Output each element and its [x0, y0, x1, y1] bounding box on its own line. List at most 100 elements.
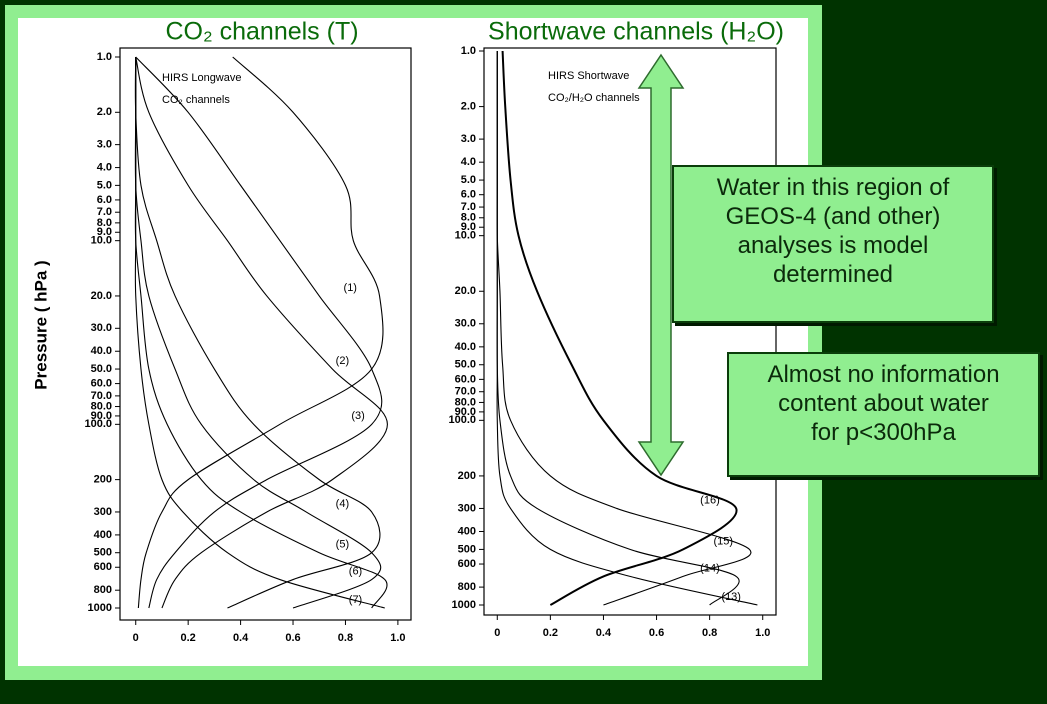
y-tick-label: 400: [458, 525, 476, 537]
y-tick-label: 20.0: [455, 285, 476, 297]
series-line: [501, 50, 738, 606]
series-label: (7): [349, 594, 362, 606]
x-tick-label: 1.0: [390, 632, 405, 644]
x-tick-label: 0.4: [596, 627, 612, 639]
y-tick-label: 70.0: [91, 390, 112, 402]
annotation: CO₂ channels: [162, 94, 230, 106]
series-label: (14): [700, 562, 720, 574]
y-tick-label: 6.0: [461, 189, 476, 201]
callout: Almost no information content about water…: [727, 352, 1040, 477]
y-tick-label: 80.0: [455, 396, 476, 408]
y-tick-label: 600: [458, 558, 476, 570]
y-tick-label: 40.0: [455, 341, 476, 353]
y-tick-label: 30.0: [455, 318, 476, 330]
y-tick-label: 70.0: [455, 386, 476, 398]
y-tick-label: 9.0: [97, 226, 112, 238]
x-tick-label: 0.2: [181, 632, 196, 644]
callout-line: GEOS-4 (and other): [725, 203, 941, 230]
x-tick-label: 0.6: [285, 632, 300, 644]
plot-frame: [483, 47, 777, 616]
y-tick-label: 3.0: [461, 133, 476, 145]
callout-line: determined: [772, 261, 894, 288]
y-tick-label: 30.0: [91, 322, 112, 334]
y-tick-label: 40.0: [91, 345, 112, 357]
y-tick-label: 100.0: [448, 414, 476, 426]
y-tick-label: 10.0: [455, 230, 476, 242]
y-tick-label: 4.0: [461, 156, 476, 168]
series-label: (16): [700, 494, 720, 506]
x-tick-label: 0.2: [543, 627, 558, 639]
callout-line: analyses is model: [737, 232, 929, 259]
series-line: [135, 56, 383, 609]
series-label: (1): [344, 282, 357, 294]
y-tick-label: 50.0: [91, 363, 112, 375]
x-tick-label: 0.8: [338, 632, 353, 644]
y-tick-label: 500: [94, 547, 112, 559]
annotation: HIRS Shortwave: [548, 70, 629, 82]
series-line: [137, 56, 384, 609]
arrow: [637, 53, 685, 477]
x-tick-label: 0: [133, 632, 139, 644]
x-tick-label: 0.8: [702, 627, 717, 639]
callout-line: Water in this region of: [716, 174, 950, 201]
series-line: [134, 57, 385, 609]
y-tick-label: 90.0: [91, 410, 112, 422]
callout-line: Almost no information: [767, 361, 1000, 388]
annotation: CO₂/H₂O channels: [548, 92, 640, 104]
y-tick-label: 10.0: [91, 235, 112, 247]
y-tick-label: 300: [94, 506, 112, 518]
y-tick-label: 2.0: [461, 100, 476, 112]
y-tick-label: 5.0: [97, 179, 112, 191]
y-tick-label: 200: [94, 474, 112, 486]
x-tick-label: 0: [494, 627, 500, 639]
x-tick-label: 0.6: [649, 627, 664, 639]
y-tick-label: 800: [94, 584, 112, 596]
y-tick-label: 300: [458, 502, 476, 514]
y-tick-label: 1.0: [461, 45, 476, 57]
y-tick-label: 1.0: [97, 51, 112, 63]
series-label: (2): [336, 355, 349, 367]
y-tick-label: 60.0: [91, 377, 112, 389]
x-tick-label: 1.0: [755, 627, 770, 639]
y-tick-label: 9.0: [461, 221, 476, 233]
y-tick-label: 100.0: [84, 418, 112, 430]
y-tick-label: 8.0: [97, 217, 112, 229]
callout: Water in this region of GEOS-4 (and other…: [672, 165, 994, 323]
y-tick-label: 80.0: [91, 400, 112, 412]
series-line: [134, 56, 381, 609]
chart-title: CO₂ channels (T): [165, 18, 358, 46]
x-tick-label: 0.4: [233, 632, 249, 644]
annotation: HIRS Longwave: [162, 72, 242, 84]
plot-frame: [119, 47, 412, 621]
callout-line: for p<300hPa: [811, 419, 956, 446]
y-tick-label: 2.0: [97, 106, 112, 118]
y-tick-label: 4.0: [97, 161, 112, 173]
y-tick-label: 1000: [452, 599, 476, 611]
callout-line: content about water: [778, 390, 989, 417]
series-label: (6): [349, 565, 362, 577]
series-label: (13): [721, 591, 741, 603]
y-tick-label: 5.0: [461, 174, 476, 186]
y-tick-label: 3.0: [97, 139, 112, 151]
y-tick-label: 7.0: [97, 206, 112, 218]
series-line: [496, 51, 758, 606]
y-tick-label: 20.0: [91, 290, 112, 302]
y-tick-label: 200: [458, 470, 476, 482]
y-tick-label: 7.0: [461, 201, 476, 213]
y-tick-label: 600: [94, 561, 112, 573]
y-tick-label: 8.0: [461, 212, 476, 224]
chart-title: Shortwave channels (H₂O): [488, 18, 784, 46]
series-line: [135, 56, 388, 609]
series-label: (3): [351, 410, 364, 422]
y-tick-label: 50.0: [455, 359, 476, 371]
y-tick-label: 800: [458, 581, 476, 593]
y-axis-label: Pressure ( hPa ): [31, 260, 50, 389]
panel: [18, 18, 808, 666]
y-tick-label: 60.0: [455, 373, 476, 385]
y-tick-label: 90.0: [455, 406, 476, 418]
y-tick-label: 500: [458, 543, 476, 555]
series-label: (15): [713, 535, 733, 547]
y-tick-label: 1000: [88, 602, 112, 614]
